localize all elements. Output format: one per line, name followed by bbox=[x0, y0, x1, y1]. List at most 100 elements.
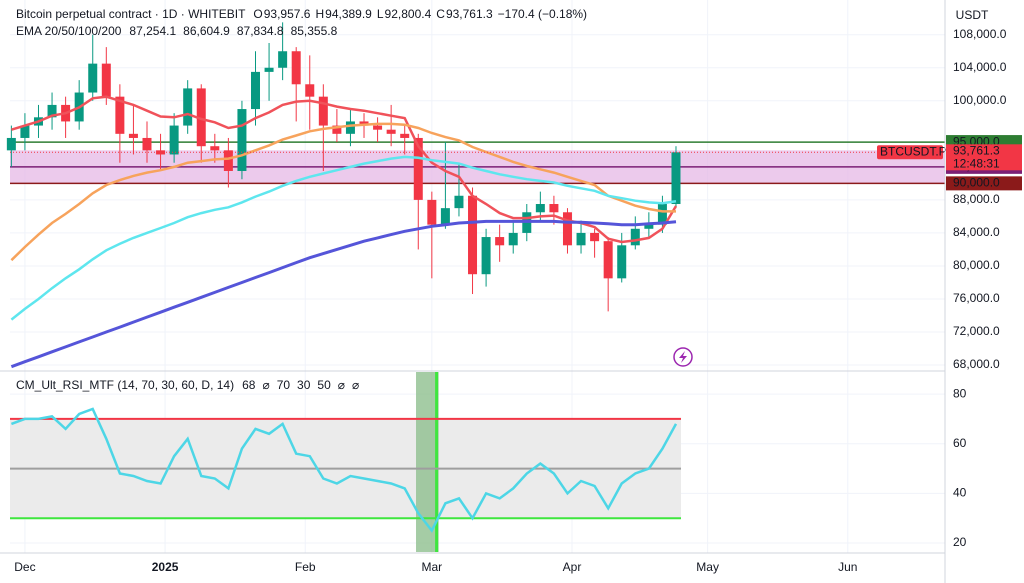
candle-body bbox=[142, 137, 152, 151]
candle-body bbox=[47, 104, 57, 118]
rsi-line bbox=[10, 407, 678, 533]
level-tag bbox=[946, 176, 1022, 191]
candle-body bbox=[644, 224, 654, 229]
countdown-label: 12:48:31 bbox=[953, 156, 1000, 170]
ema-value: 87,834.8 bbox=[237, 24, 284, 38]
candle-body bbox=[454, 195, 464, 209]
x-tick-label: Mar bbox=[421, 560, 442, 574]
candle-body bbox=[264, 67, 274, 72]
y-tick-label: 20 bbox=[953, 535, 967, 549]
candle-body bbox=[413, 137, 423, 200]
y-tick-label: 68,000.0 bbox=[953, 357, 1000, 371]
ohlc-key: O bbox=[253, 7, 262, 21]
x-tick-label: 2025 bbox=[152, 560, 179, 574]
candle-body bbox=[671, 152, 681, 205]
ohlc-key: L bbox=[377, 7, 384, 21]
ema-value: 86,604.9 bbox=[183, 24, 230, 38]
chart-title: Bitcoin perpetual contract · 1D · WHITEB… bbox=[16, 7, 246, 21]
candle-body bbox=[549, 204, 559, 213]
ohlc-value: 94,389.9 bbox=[325, 7, 372, 21]
ohlc-value: 92,800.4 bbox=[385, 7, 432, 21]
candle-body bbox=[196, 88, 206, 147]
x-tick-label: May bbox=[696, 560, 719, 574]
rsi-legend: ⌀ bbox=[352, 378, 359, 392]
y-tick-label: 104,000.0 bbox=[953, 60, 1007, 74]
candle-body bbox=[495, 237, 505, 246]
ema-line bbox=[10, 219, 677, 369]
ohlc-key: H bbox=[315, 7, 324, 21]
rsi-legend: 50 bbox=[317, 378, 331, 392]
rsi-legend: ⌀ bbox=[338, 378, 345, 392]
candle-body bbox=[603, 241, 613, 279]
candle-body bbox=[657, 204, 667, 225]
ema-label: EMA 20/50/100/200 bbox=[16, 24, 122, 38]
ema-value: 87,254.1 bbox=[129, 24, 176, 38]
price-tag bbox=[946, 144, 1022, 171]
x-tick-label: Apr bbox=[563, 560, 582, 574]
y-tick-label: 80 bbox=[953, 386, 967, 400]
candle-body bbox=[278, 51, 288, 68]
symbol-tag bbox=[877, 145, 943, 160]
ohlc-value: 93,761.3 bbox=[446, 7, 493, 21]
axis-unit: USDT bbox=[956, 8, 989, 22]
y-tick-label: 84,000.0 bbox=[953, 225, 1000, 239]
candle-body bbox=[6, 137, 16, 151]
candle-body bbox=[345, 121, 355, 134]
y-tick-label: 40 bbox=[953, 486, 967, 500]
ema-line bbox=[11, 95, 678, 244]
ema-line bbox=[10, 155, 677, 321]
y-tick-label: 76,000.0 bbox=[953, 291, 1000, 305]
candle-body bbox=[332, 125, 342, 134]
candle-body bbox=[237, 109, 247, 171]
plot bbox=[6, 22, 945, 552]
x-tick-label: Dec bbox=[14, 560, 35, 574]
candle-body bbox=[427, 199, 437, 225]
candle-body bbox=[440, 208, 450, 225]
candle-body bbox=[590, 232, 600, 242]
candle-body bbox=[373, 125, 383, 130]
candle-body bbox=[128, 133, 138, 138]
candle-body bbox=[468, 195, 478, 275]
candle-body bbox=[617, 245, 627, 279]
ohlc-key: C bbox=[436, 7, 445, 21]
ema-line bbox=[10, 122, 676, 262]
candle-body bbox=[576, 232, 586, 246]
y-tick-label: 100,000.0 bbox=[953, 93, 1007, 107]
oversold-highlight bbox=[416, 372, 439, 552]
y-tick-label: 80,000.0 bbox=[953, 258, 1000, 272]
candle-body bbox=[508, 232, 518, 246]
x-tick-label: Jun bbox=[838, 560, 857, 574]
level-label: 90,000.0 bbox=[953, 176, 1000, 190]
price-label: 93,761.3 bbox=[953, 143, 1000, 157]
ema-value: 85,355.8 bbox=[291, 24, 338, 38]
candle-body bbox=[630, 228, 640, 246]
candle-body bbox=[318, 96, 328, 126]
candle-body bbox=[210, 146, 220, 151]
y-tick-label: 60 bbox=[953, 436, 967, 450]
rsi-legend: 68 bbox=[242, 378, 256, 392]
candle-body bbox=[481, 237, 491, 275]
candle-body bbox=[535, 204, 545, 213]
y-tick-label: 88,000.0 bbox=[953, 192, 1000, 206]
symbol-label: BTCUSDT.P bbox=[880, 144, 947, 158]
y-tick-label: 108,000.0 bbox=[953, 27, 1007, 41]
candle-body bbox=[20, 125, 30, 138]
rsi-legend: 70 bbox=[277, 378, 291, 392]
candle-body bbox=[400, 133, 410, 138]
overlay: 95,000.092,000.090,000.0BTCUSDT.P93,761.… bbox=[10, 7, 1022, 392]
candle-body bbox=[223, 150, 233, 171]
rsi-legend: ⌀ bbox=[262, 378, 269, 392]
candle-body bbox=[101, 63, 111, 97]
rsi-legend: 30 bbox=[297, 378, 311, 392]
candle-body bbox=[386, 129, 396, 134]
candle-body bbox=[562, 212, 572, 246]
x-tick-label: Feb bbox=[295, 560, 316, 574]
change-label: −170.4 (−0.18%) bbox=[498, 7, 587, 21]
lightning-icon[interactable] bbox=[673, 347, 693, 367]
y-tick-label: 72,000.0 bbox=[953, 324, 1000, 338]
ohlc-value: 93,957.6 bbox=[264, 7, 311, 21]
candle-body bbox=[291, 51, 301, 85]
candle-body bbox=[115, 96, 125, 134]
candle-body bbox=[88, 63, 98, 93]
